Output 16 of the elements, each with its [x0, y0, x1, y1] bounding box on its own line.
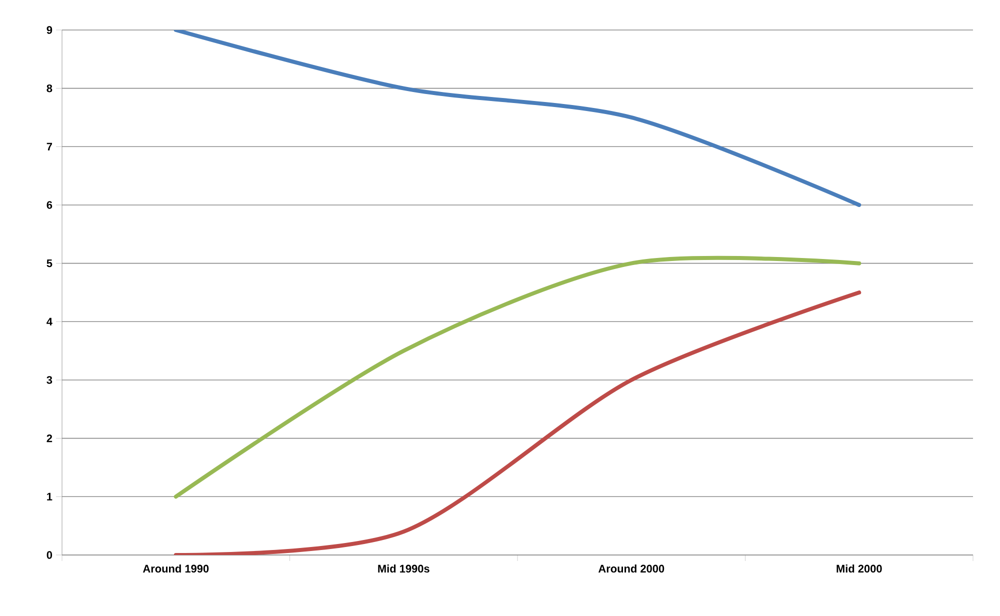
x-tick-label: Mid 1990s — [378, 564, 430, 573]
y-tick-label: 5 — [46, 260, 52, 268]
y-tick-label: 2 — [46, 434, 52, 442]
x-tick-label: Mid 2000 — [836, 564, 882, 573]
y-tick-label: 1 — [47, 492, 52, 500]
y-tick-label: 7 — [46, 142, 52, 150]
y-tick-label: 8 — [46, 84, 52, 92]
y-tick-label: 3 — [46, 376, 52, 384]
y-tick-label: 6 — [46, 201, 52, 209]
y-tick-label: 0 — [46, 551, 52, 559]
line-series — [174, 290, 862, 555]
line-series — [174, 30, 862, 207]
y-tick-label: 9 — [46, 26, 52, 34]
x-tick-label: Around 1990 — [142, 564, 209, 573]
y-tick-label: 4 — [46, 318, 52, 326]
x-tick-label: Around 2000 — [598, 564, 664, 573]
